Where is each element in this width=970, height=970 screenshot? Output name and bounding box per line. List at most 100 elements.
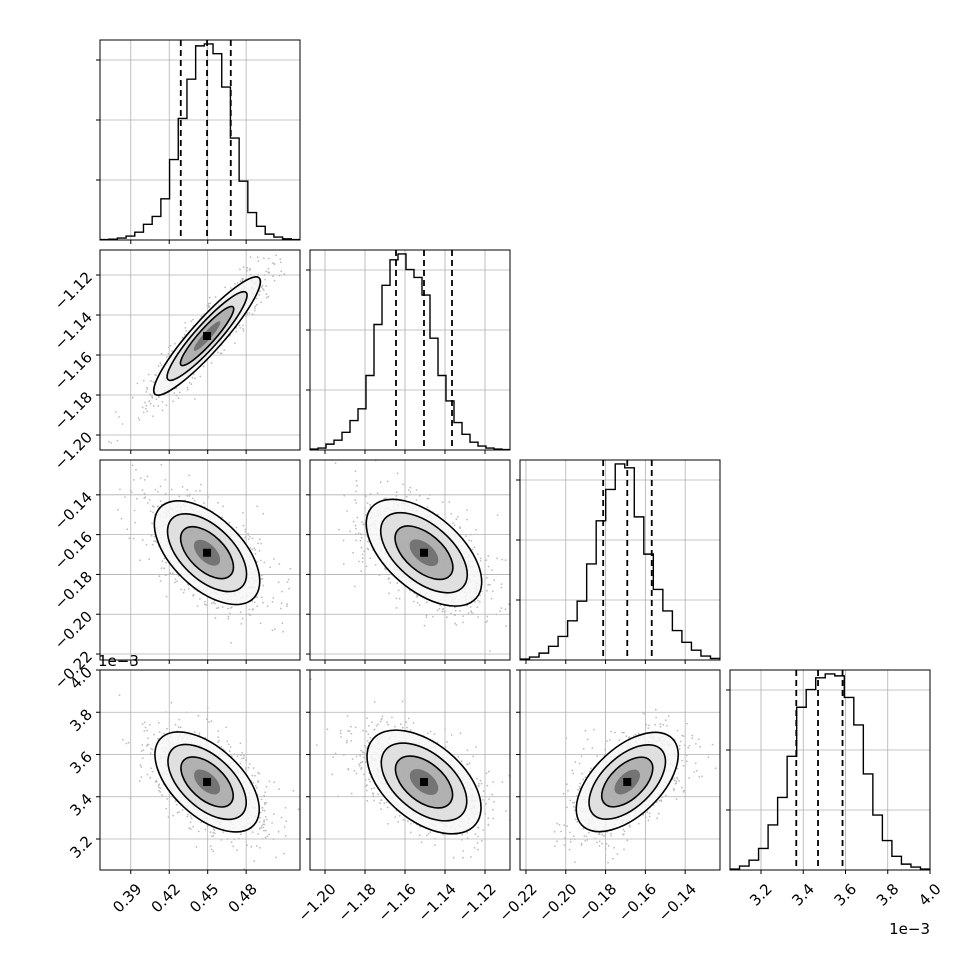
sample-point: [242, 328, 245, 330]
sample-point: [143, 730, 146, 732]
sample-point: [164, 492, 167, 495]
sample-point: [365, 533, 368, 536]
sample-point: [402, 818, 405, 821]
sample-point: [354, 524, 357, 527]
panel-frame: [519, 459, 721, 661]
y-tick-label: −1.18: [51, 388, 96, 433]
sample-point: [439, 604, 442, 607]
sample-point: [493, 579, 496, 582]
sample-point: [149, 393, 151, 396]
sample-point: [278, 274, 281, 277]
sample-point: [470, 533, 472, 536]
sample-point: [258, 294, 261, 296]
y-tick-label: −0.16: [51, 528, 96, 573]
sample-point: [342, 562, 345, 565]
sample-point: [280, 270, 283, 273]
sample-point: [239, 742, 242, 745]
sample-point: [157, 405, 160, 407]
scatter-panel-3-1: −1.20−1.18−1.16−1.14−1.12: [295, 669, 511, 925]
sample-point: [262, 512, 265, 515]
scatter-panel-2-0: −0.22−0.20−0.18−0.16−0.14: [51, 459, 301, 693]
sample-point: [197, 830, 200, 833]
sample-point: [248, 269, 251, 272]
sample-point: [268, 780, 271, 783]
sample-point: [165, 807, 168, 810]
sample-point: [131, 396, 134, 399]
sample-point: [275, 856, 277, 859]
sample-point: [235, 330, 238, 333]
sample-point: [496, 557, 498, 560]
sample-point: [190, 817, 193, 820]
sample-point: [236, 282, 239, 284]
sample-point: [209, 302, 211, 305]
sample-point: [140, 766, 143, 768]
sample-point: [230, 841, 233, 844]
sample-point: [192, 594, 194, 597]
sample-point: [186, 488, 189, 491]
density-peak: [203, 332, 212, 340]
y-tick-label: 3.4: [66, 790, 96, 820]
sample-point: [266, 605, 269, 608]
sample-point: [467, 612, 470, 614]
sample-point: [377, 723, 379, 725]
sample-point: [121, 739, 124, 741]
sample-point: [263, 829, 265, 832]
sample-point: [165, 404, 168, 407]
sample-point: [181, 486, 184, 488]
sample-point: [466, 509, 468, 511]
sample-point: [260, 578, 263, 580]
sample-point: [462, 621, 464, 624]
sample-point: [429, 730, 432, 733]
sample-point: [254, 774, 256, 777]
sample-point: [212, 835, 215, 837]
sample-point: [218, 739, 220, 742]
sample-point: [352, 520, 355, 523]
sample-point: [157, 786, 160, 789]
sample-point: [263, 821, 265, 823]
histogram-panel-1: [306, 249, 511, 454]
sample-point: [275, 254, 278, 257]
sample-point: [269, 566, 272, 569]
sample-point: [211, 835, 213, 838]
sample-point: [151, 396, 154, 399]
sample-point: [227, 615, 230, 618]
sample-point: [426, 497, 429, 500]
sample-point: [442, 608, 445, 610]
sample-point: [271, 822, 273, 824]
sample-point: [359, 539, 362, 542]
sample-point: [263, 809, 266, 812]
sample-point: [493, 800, 495, 803]
sample-point: [138, 419, 141, 421]
sample-point: [210, 361, 213, 364]
sample-point: [139, 477, 142, 480]
contour-group: [154, 731, 261, 833]
sample-point: [485, 802, 487, 805]
sample-point: [159, 485, 162, 488]
sample-point: [272, 813, 275, 815]
sample-point: [151, 770, 154, 773]
sample-point: [165, 561, 168, 564]
sample-point: [287, 578, 290, 581]
sample-point: [145, 543, 148, 546]
sample-point: [261, 809, 264, 812]
sample-point: [264, 241, 266, 243]
sample-point: [260, 798, 263, 801]
sample-point: [197, 714, 200, 717]
sample-point: [477, 782, 480, 785]
sample-point: [132, 479, 135, 481]
sample-point: [273, 262, 276, 265]
sample-point: [169, 344, 172, 347]
sample-point: [461, 834, 464, 836]
y-tick-label: −1.14: [51, 308, 96, 353]
scatter-panel-2-1: [306, 459, 511, 664]
sample-point: [209, 845, 212, 847]
sample-point: [479, 594, 481, 597]
sample-point: [186, 494, 189, 497]
sample-point: [152, 381, 155, 383]
sample-point: [181, 809, 184, 811]
sample-point: [286, 603, 288, 606]
sample-point: [459, 610, 461, 612]
sample-point: [200, 483, 202, 486]
sample-point: [352, 551, 354, 554]
sample-point: [262, 826, 265, 829]
